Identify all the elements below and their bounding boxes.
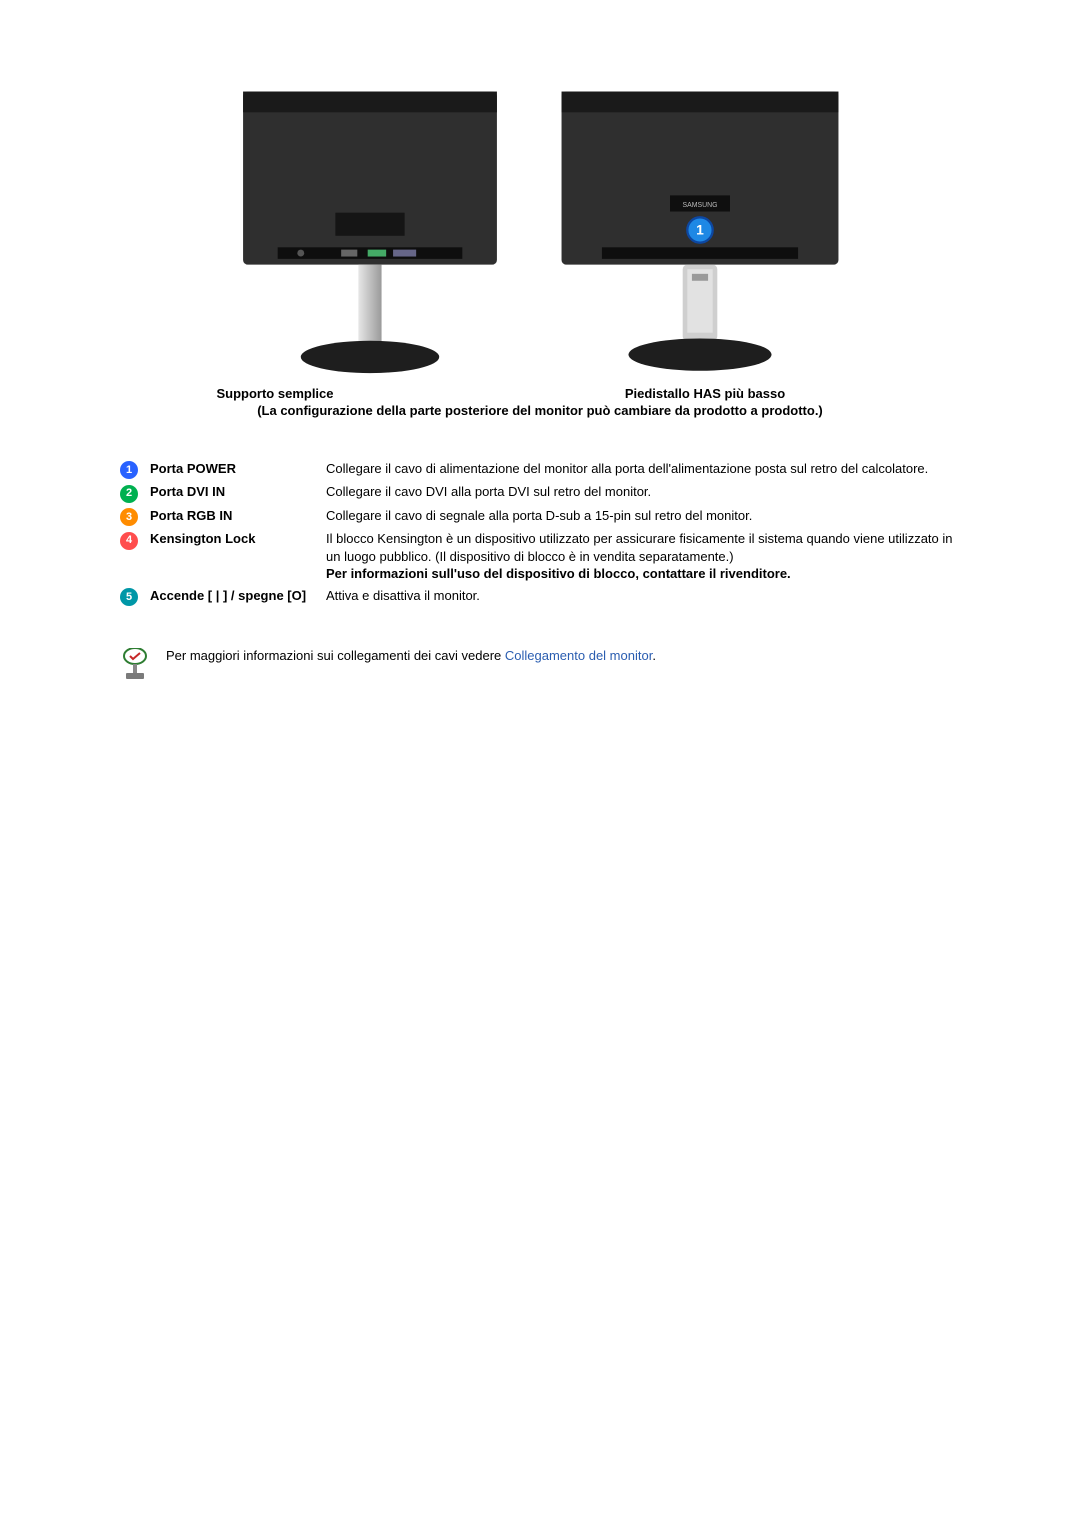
table-row: 5 Accende [ | ] / spegne [O] Attiva e di… <box>120 585 970 608</box>
port-desc: Il blocco Kensington è un dispositivo ut… <box>326 528 970 585</box>
monitor-image-has-stand: SAMSUNG 1 <box>550 80 850 380</box>
caption-right: Piedistallo HAS più basso <box>440 386 970 401</box>
ports-table: 1 Porta POWER Collegare il cavo di alime… <box>120 458 970 608</box>
table-row: 3 Porta RGB IN Collegare il cavo di segn… <box>120 505 970 528</box>
port-label: Accende [ | ] / spegne [O] <box>150 585 326 608</box>
caption-left: Supporto semplice <box>110 386 440 401</box>
caption-note: (La configurazione della parte posterior… <box>110 403 970 418</box>
table-row: 4 Kensington Lock Il blocco Kensington è… <box>120 528 970 585</box>
port-label: Porta RGB IN <box>150 505 326 528</box>
bullet-icon: 4 <box>120 532 138 550</box>
cable-info-icon <box>120 648 150 685</box>
bullet-icon: 1 <box>120 461 138 479</box>
bullet-icon: 2 <box>120 485 138 503</box>
product-images-row: SAMSUNG 1 <box>110 80 970 380</box>
port-desc: Attiva e disattiva il monitor. <box>326 585 970 608</box>
footer-link[interactable]: Collegamento del monitor <box>505 648 652 663</box>
badge-number-icon: 1 <box>696 222 704 238</box>
port-desc: Collegare il cavo di segnale alla porta … <box>326 505 970 528</box>
table-row: 2 Porta DVI IN Collegare il cavo DVI all… <box>120 481 970 504</box>
bullet-icon: 5 <box>120 588 138 606</box>
brand-text: SAMSUNG <box>683 202 718 209</box>
table-row: 1 Porta POWER Collegare il cavo di alime… <box>120 458 970 481</box>
port-label: Porta DVI IN <box>150 481 326 504</box>
port-label: Kensington Lock <box>150 528 326 585</box>
port-label: Porta POWER <box>150 458 326 481</box>
port-desc: Collegare il cavo di alimentazione del m… <box>326 458 970 481</box>
bullet-icon: 3 <box>120 508 138 526</box>
footer-note: Per maggiori informazioni sui collegamen… <box>166 648 970 663</box>
port-desc: Collegare il cavo DVI alla porta DVI sul… <box>326 481 970 504</box>
monitor-image-simple-stand <box>230 80 510 380</box>
